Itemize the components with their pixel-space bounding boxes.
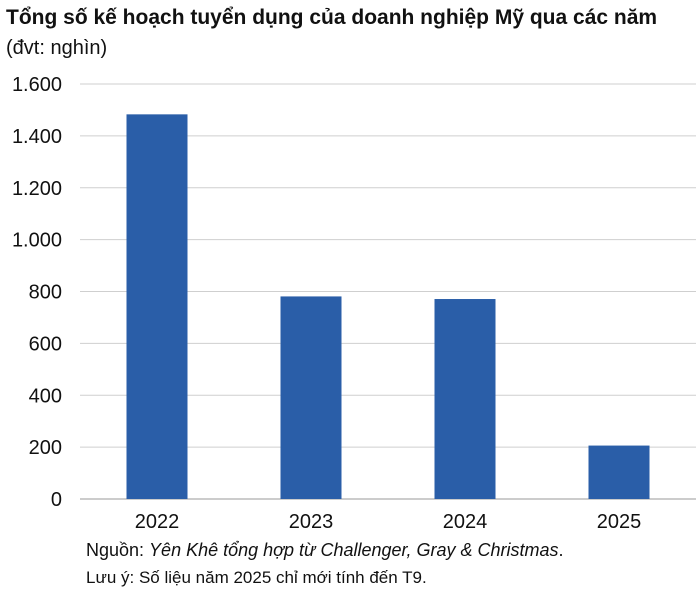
y-tick-label: 400 [29,385,62,407]
y-tick-label: 1.400 [12,126,62,148]
bars [126,114,650,500]
bar-2022 [126,114,188,500]
y-tick-label: 200 [29,437,62,459]
y-tick-label: 800 [29,282,62,304]
chart-subtitle: (đvt: nghìn) [6,37,108,59]
bar-2024 [434,299,496,499]
bar-2023 [280,296,342,499]
source-suffix: . [558,540,564,560]
x-tick-label: 2025 [597,511,642,533]
y-tick-label: 600 [29,333,62,355]
y-tick-label: 0 [51,489,62,511]
source-prefix: Nguồn: [86,540,150,560]
source-text: Yên Khê tổng hợp từ Challenger, Gray & C… [149,540,559,560]
x-tick-labels: 2022 2023 2024 2025 [135,511,642,533]
footnote: Lưu ý: Số liệu năm 2025 chỉ mới tính đến… [86,568,427,587]
y-tick-label: 1.600 [12,74,62,96]
chart-title: Tổng số kế hoạch tuyển dụng của doanh ng… [6,6,658,29]
x-tick-label: 2024 [443,511,488,533]
source-note: Nguồn: Yên Khê tổng hợp từ Challenger, G… [86,540,564,561]
y-tick-label: 1.000 [12,230,62,252]
y-tick-label: 1.200 [12,178,62,200]
x-tick-label: 2022 [135,511,180,533]
bar-2025 [588,445,650,499]
x-tick-label: 2023 [289,511,334,533]
y-tick-labels: 0 200 400 600 800 1.000 1.200 1.400 1.600 [12,74,62,511]
